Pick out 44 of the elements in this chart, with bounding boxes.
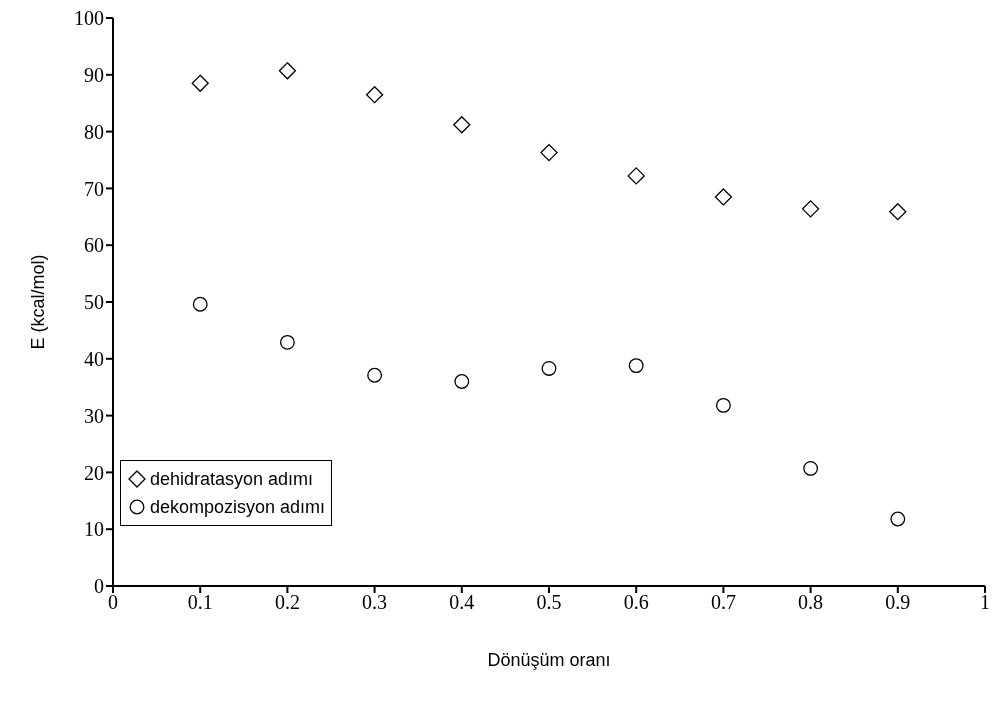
point bbox=[279, 334, 295, 350]
x-tick-label: 0.9 bbox=[885, 591, 911, 614]
x-tick-label: 0 bbox=[108, 591, 118, 614]
y-tick-label: 90 bbox=[84, 63, 104, 86]
point bbox=[191, 74, 209, 92]
y-tick-label: 0 bbox=[94, 575, 104, 598]
y-tick-label: 60 bbox=[84, 234, 104, 257]
x-tick-label: 0.7 bbox=[710, 591, 736, 614]
x-tick-label: 0.8 bbox=[798, 591, 824, 614]
point bbox=[627, 167, 645, 185]
y-tick-label: 30 bbox=[84, 404, 104, 427]
point bbox=[453, 116, 471, 134]
point bbox=[890, 511, 906, 527]
x-tick-label: 0.5 bbox=[536, 591, 562, 614]
x-tick-label: 0.4 bbox=[449, 591, 475, 614]
x-tick-label: 0.3 bbox=[362, 591, 388, 614]
y-tick-label: 20 bbox=[84, 461, 104, 484]
y-tick-label: 100 bbox=[74, 7, 104, 30]
point bbox=[715, 397, 731, 413]
point bbox=[192, 296, 208, 312]
point bbox=[367, 367, 383, 383]
y-tick-label: 80 bbox=[84, 120, 104, 143]
point bbox=[628, 358, 644, 374]
point bbox=[365, 86, 384, 104]
point bbox=[889, 203, 907, 221]
x-axis-title: Dönüşüm oranı bbox=[487, 650, 611, 670]
x-tick-label: 0.1 bbox=[187, 591, 213, 614]
point bbox=[803, 460, 819, 476]
y-tick-label: 10 bbox=[84, 518, 104, 541]
point bbox=[540, 143, 558, 162]
y-axis-title: E (kcal/mol) bbox=[28, 254, 49, 350]
x-tick-label: 1 bbox=[980, 591, 990, 614]
point bbox=[278, 62, 297, 80]
y-tick-label: 70 bbox=[84, 177, 104, 200]
x-tick-label: 0.6 bbox=[623, 591, 649, 614]
x-tick-label: 0.2 bbox=[274, 591, 300, 614]
point bbox=[454, 374, 470, 389]
point bbox=[801, 200, 820, 218]
y-tick-label: 50 bbox=[84, 291, 104, 314]
point bbox=[714, 188, 733, 206]
point bbox=[541, 361, 557, 376]
y-tick-label: 40 bbox=[84, 347, 104, 370]
legend-label: dekompozisyon adımı bbox=[150, 496, 326, 519]
legend-label: dehidratasyon adımı bbox=[150, 468, 314, 491]
